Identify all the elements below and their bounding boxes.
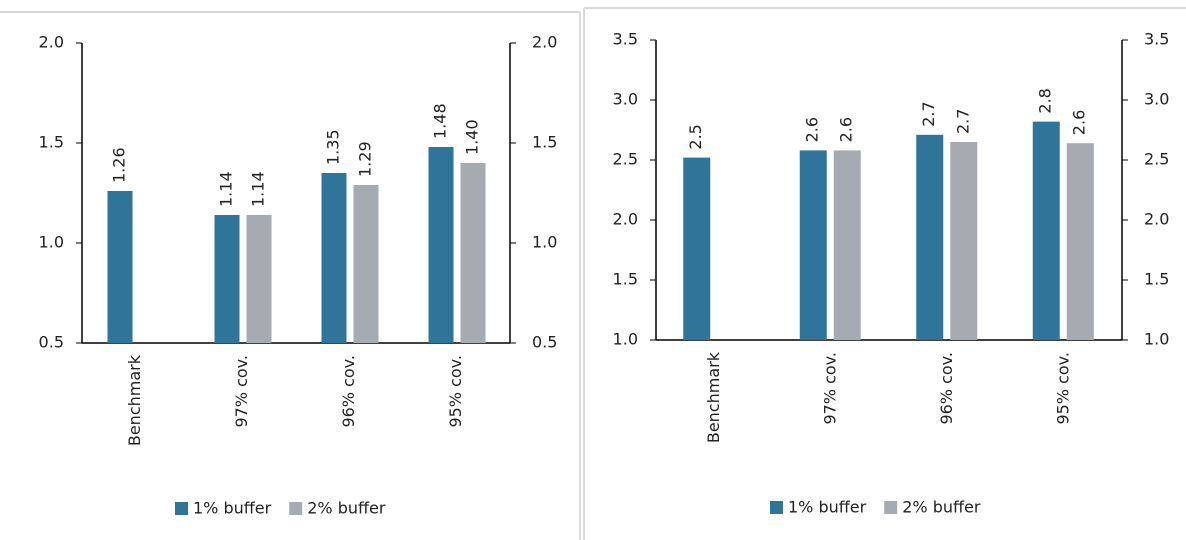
- x-tick-label: 95% cov.: [446, 355, 465, 428]
- y-tick-label: 2.0: [39, 33, 64, 52]
- x-tick-label: 96% cov.: [937, 352, 956, 425]
- value-label: 1.48: [431, 103, 450, 139]
- value-label: 2.6: [1070, 110, 1089, 135]
- y-tick-label: 0.5: [39, 333, 64, 352]
- y2-tick-label: 1.0: [532, 233, 557, 252]
- value-label: 2.7: [919, 101, 938, 126]
- bar: [460, 163, 486, 343]
- y2-tick-label: 2.0: [532, 33, 557, 52]
- x-tick-label: Benchmark: [704, 351, 723, 443]
- y2-tick-label: 3.5: [1144, 30, 1169, 49]
- legend-label: 2% buffer: [307, 499, 386, 518]
- legend-label: 1% buffer: [193, 499, 272, 518]
- legend-label: 2% buffer: [902, 498, 981, 517]
- value-label: 2.6: [837, 117, 856, 142]
- value-label: 2.5: [686, 124, 705, 149]
- x-tick-label: 95% cov.: [1053, 352, 1072, 425]
- bar: [214, 215, 240, 343]
- bar: [950, 142, 978, 340]
- bar: [107, 191, 133, 343]
- legend-swatch: [884, 501, 898, 514]
- y-tick-label: 1.5: [613, 270, 638, 289]
- legend-swatch: [175, 502, 188, 515]
- bar: [916, 134, 944, 340]
- bar: [353, 185, 379, 343]
- y2-tick-label: 1.5: [1144, 270, 1169, 289]
- x-tick-label: 97% cov.: [820, 352, 839, 425]
- y2-tick-label: 2.0: [1144, 210, 1169, 229]
- y-tick-label: 3.5: [613, 30, 638, 49]
- bar: [799, 150, 827, 340]
- y2-tick-label: 1.5: [532, 133, 557, 152]
- value-label: 2.6: [803, 117, 822, 142]
- value-label: 1.35: [324, 129, 343, 165]
- legend-swatch: [770, 501, 783, 514]
- legend-swatch: [289, 502, 303, 515]
- x-tick-label: 97% cov.: [232, 355, 251, 428]
- value-label: 1.14: [249, 171, 268, 207]
- y-tick-label: 1.0: [613, 330, 638, 349]
- x-tick-label: 96% cov.: [339, 355, 358, 428]
- y2-tick-label: 3.0: [1144, 90, 1169, 109]
- bar: [428, 147, 454, 343]
- bar: [833, 150, 861, 340]
- y-tick-label: 2.5: [613, 150, 638, 169]
- bar: [1032, 121, 1060, 340]
- y2-tick-label: 0.5: [532, 333, 557, 352]
- bar: [321, 173, 347, 343]
- y2-tick-label: 1.0: [1144, 330, 1169, 349]
- y-tick-label: 1.5: [39, 133, 64, 152]
- bar: [683, 157, 711, 340]
- value-label: 1.26: [110, 147, 129, 183]
- x-tick-label: Benchmark: [125, 354, 144, 446]
- y2-tick-label: 2.5: [1144, 150, 1169, 169]
- y-tick-label: 1.0: [39, 233, 64, 252]
- value-label: 2.7: [953, 109, 972, 134]
- bar: [1066, 143, 1094, 340]
- bar: [246, 215, 272, 343]
- value-label: 1.14: [217, 171, 236, 207]
- y-tick-label: 2.0: [613, 210, 638, 229]
- value-label: 1.40: [463, 119, 482, 155]
- y-tick-label: 3.0: [613, 90, 638, 109]
- legend-label: 1% buffer: [788, 498, 867, 517]
- value-label: 1.29: [356, 141, 375, 177]
- value-label: 2.8: [1036, 88, 1055, 113]
